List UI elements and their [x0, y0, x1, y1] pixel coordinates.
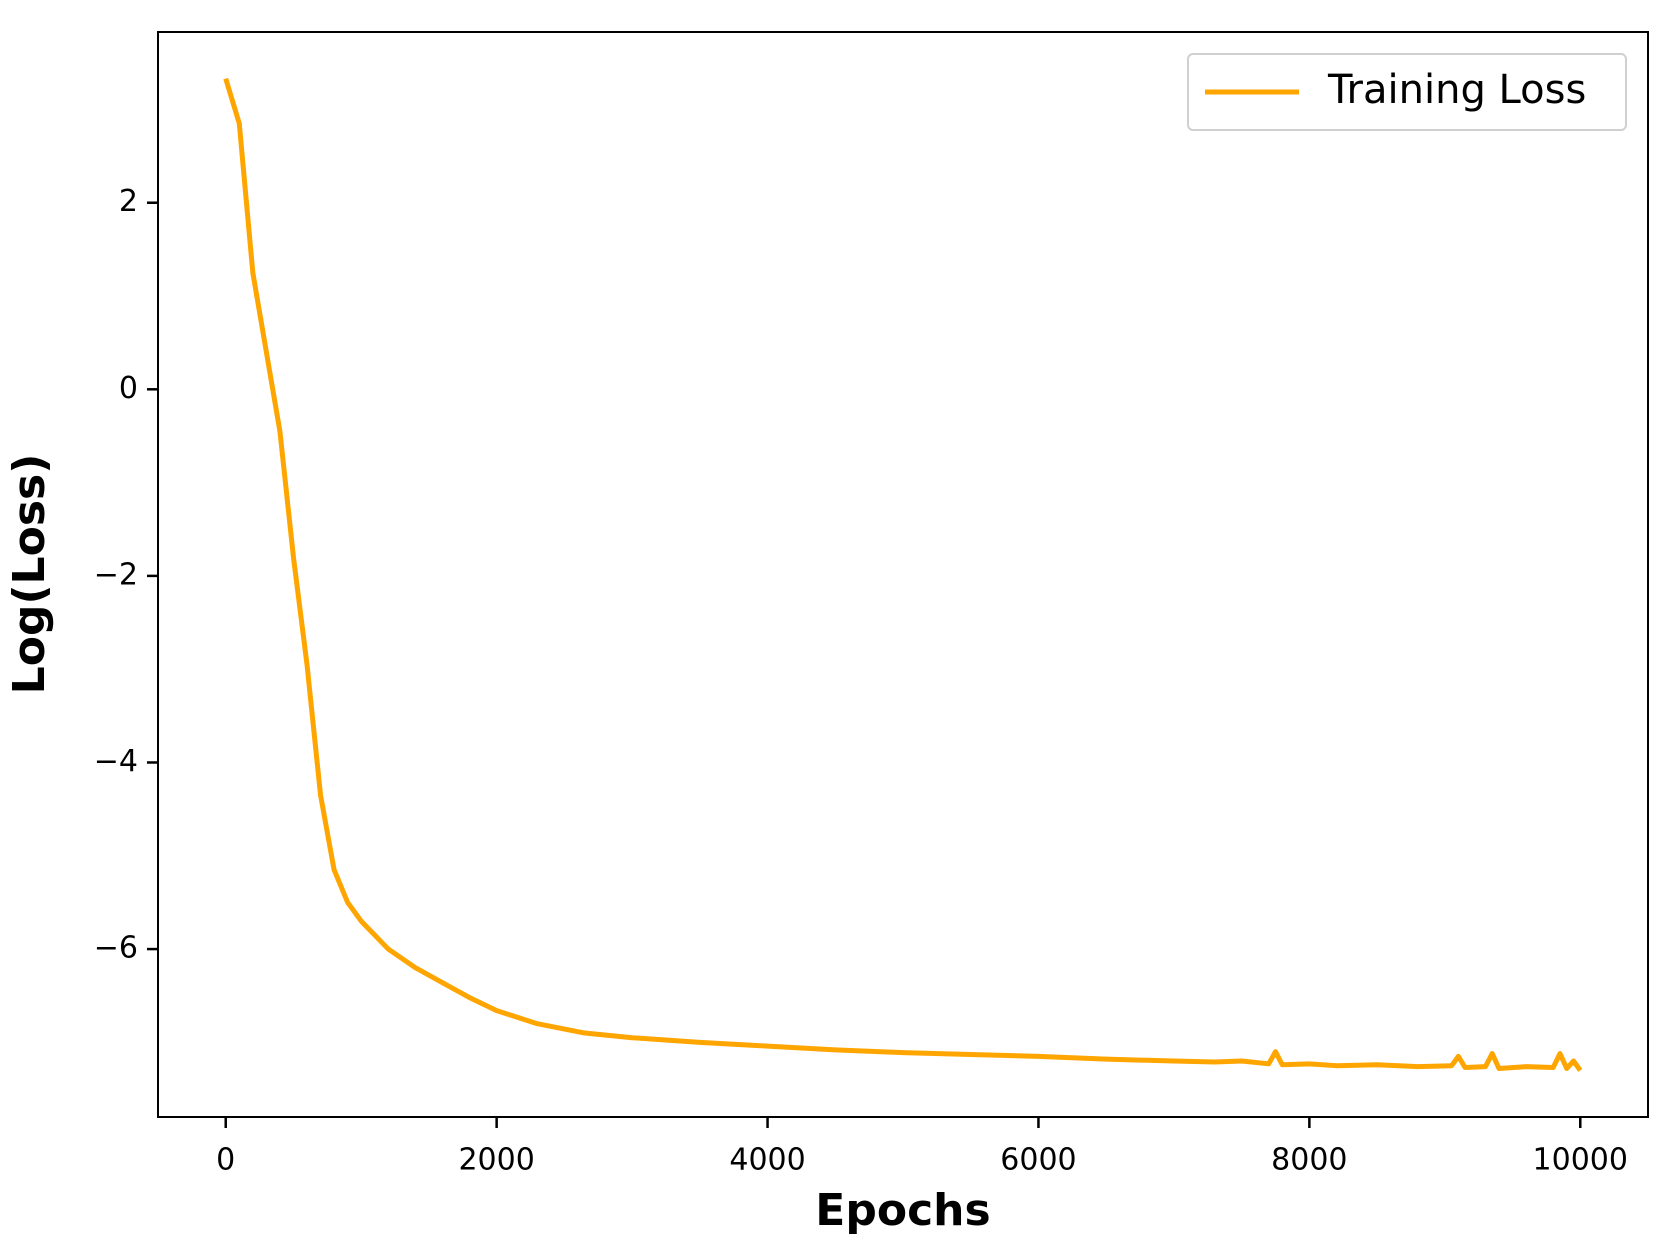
plot-frame	[157, 31, 1649, 1118]
x-tick-label: 10000	[1533, 1143, 1628, 1178]
legend-box	[1187, 53, 1627, 131]
x-tick-label: 6000	[1000, 1143, 1076, 1178]
legend-label: Training Loss	[1327, 67, 1586, 113]
y-tick-label: −6	[94, 931, 138, 966]
y-tick-label: −4	[94, 744, 138, 779]
y-tick-label: 0	[119, 371, 138, 406]
x-tick-label: 0	[216, 1143, 235, 1178]
x-tick-label: 8000	[1271, 1143, 1347, 1178]
loss-line	[223, 77, 1583, 1072]
x-axis-label: Epochs	[815, 1185, 990, 1236]
x-tick-label: 2000	[458, 1143, 534, 1178]
y-tick-label: 2	[119, 184, 138, 219]
y-tick-label: −2	[94, 557, 138, 592]
x-tick-label: 4000	[729, 1143, 805, 1178]
y-axis-label: Log(Loss)	[4, 454, 55, 695]
